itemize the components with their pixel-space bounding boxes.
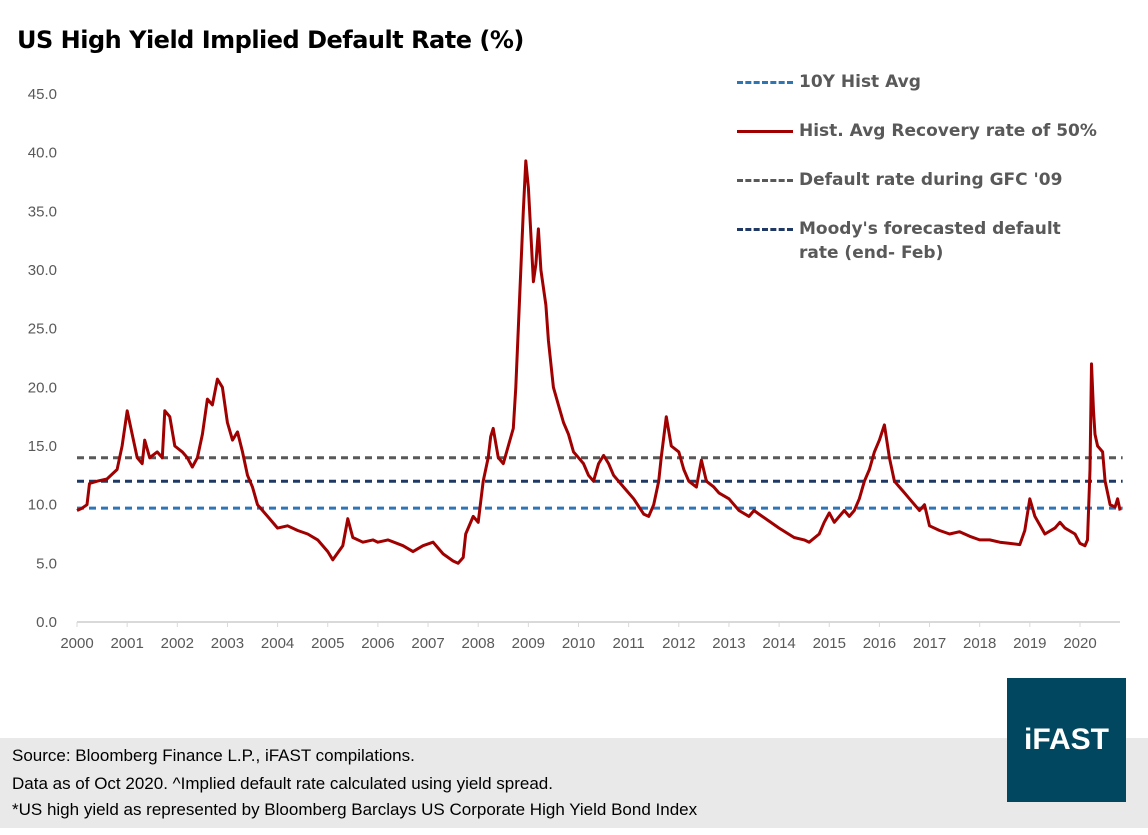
- x-tick-label: 2020: [1063, 635, 1096, 652]
- x-tick-label: 2004: [261, 635, 294, 652]
- x-tick-label: 2011: [613, 635, 645, 652]
- legend-swatch: [737, 130, 793, 133]
- x-tick-label: 2007: [411, 635, 444, 652]
- x-tick-label: 2017: [913, 635, 946, 652]
- x-tick-label: 2008: [462, 635, 495, 652]
- series-implied-default-rate: [76, 159, 1122, 565]
- y-tick-label: 5.0: [36, 555, 57, 572]
- x-tick-label: 2016: [863, 635, 896, 652]
- data-note: Data as of Oct 2020. ^Implied default ra…: [12, 774, 553, 793]
- legend-item-10y-hist-avg: 10Y Hist Avg: [737, 70, 1137, 119]
- y-tick-label: 0.0: [36, 614, 57, 631]
- y-tick-label: 30.0: [28, 262, 57, 279]
- legend: 10Y Hist Avg Hist. Avg Recovery rate of …: [737, 70, 1137, 266]
- y-tick-label: 20.0: [28, 379, 57, 396]
- x-tick-label: 2005: [311, 635, 344, 652]
- x-tick-label: 2000: [60, 635, 93, 652]
- legend-item-recovery-rate: Hist. Avg Recovery rate of 50%: [737, 119, 1137, 168]
- x-tick-label: 2001: [110, 635, 143, 652]
- y-tick-label: 35.0: [28, 203, 57, 220]
- legend-swatch: [737, 179, 793, 182]
- logo-text: iFAST: [1023, 723, 1109, 756]
- legend-label: Default rate during GFC '09: [799, 170, 1063, 190]
- x-tick-label: 2019: [1013, 635, 1046, 652]
- footer-notes: Source: Bloomberg Finance L.P., iFAST co…: [0, 738, 1148, 828]
- legend-swatch: [737, 228, 793, 231]
- y-tick-label: 15.0: [28, 438, 57, 455]
- x-tick-label: 2010: [562, 635, 595, 652]
- x-tick-label: 2014: [762, 635, 795, 652]
- legend-item-gfc-default-rate: Default rate during GFC '09: [737, 168, 1137, 217]
- x-tick-label: 2012: [662, 635, 695, 652]
- y-tick-label: 45.0: [28, 86, 57, 103]
- x-tick-label: 2018: [963, 635, 996, 652]
- chart-title: US High Yield Implied Default Rate (%): [17, 26, 524, 54]
- legend-item-moodys-forecast: Moody's forecasted default rate (end- Fe…: [737, 217, 1137, 266]
- legend-swatch: [737, 81, 793, 84]
- x-tick-label: 2013: [712, 635, 745, 652]
- x-tick-label: 2015: [813, 635, 846, 652]
- source-note: Source: Bloomberg Finance L.P., iFAST co…: [12, 746, 415, 765]
- y-tick-label: 25.0: [28, 321, 57, 338]
- x-tick-label: 2009: [512, 635, 545, 652]
- legend-label: 10Y Hist Avg: [799, 72, 921, 92]
- legend-label: Hist. Avg Recovery rate of 50%: [799, 121, 1097, 141]
- ifast-logo: iFAST: [1007, 678, 1126, 802]
- legend-label: Moody's forecasted default rate (end- Fe…: [799, 219, 1061, 263]
- y-tick-label: 10.0: [28, 497, 57, 514]
- x-tick-label: 2006: [361, 635, 394, 652]
- x-tick-label: 2002: [161, 635, 194, 652]
- index-note: *US high yield as represented by Bloombe…: [12, 800, 698, 819]
- y-tick-label: 40.0: [28, 145, 57, 162]
- x-tick-label: 2003: [211, 635, 244, 652]
